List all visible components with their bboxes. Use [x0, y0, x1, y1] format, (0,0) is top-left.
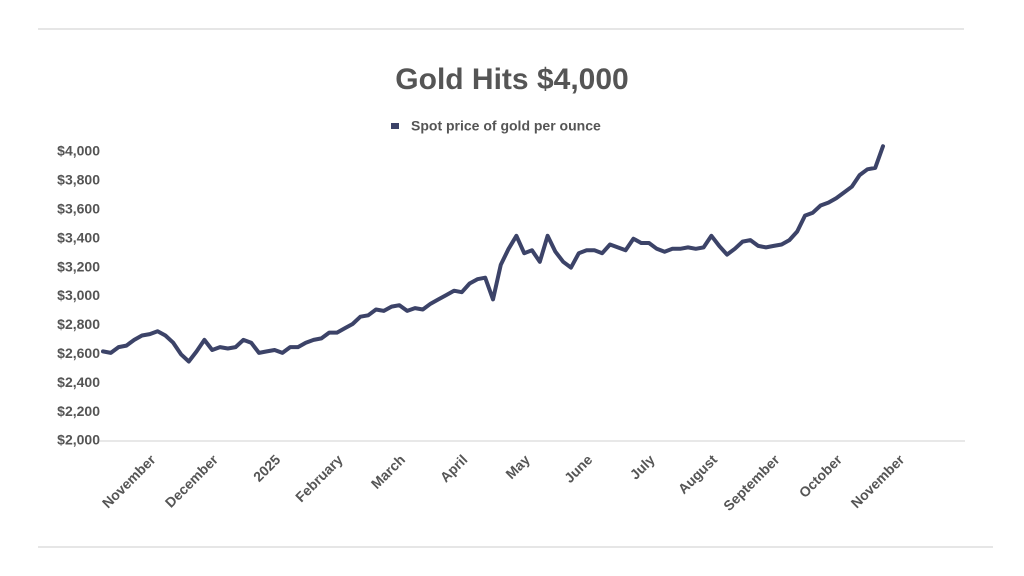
legend-label: Spot price of gold per ounce: [411, 118, 601, 134]
x-tick-label: March: [368, 451, 408, 491]
y-tick-label: $3,200: [57, 258, 100, 274]
y-tick-label: $3,400: [57, 229, 100, 245]
x-tick-label: July: [627, 451, 658, 482]
y-tick-label: $3,800: [57, 172, 100, 188]
x-tick-label: May: [502, 451, 533, 482]
x-tick-label: February: [292, 451, 346, 505]
x-tick-label: August: [675, 451, 721, 497]
x-tick-label: June: [561, 451, 596, 486]
x-tick-label: October: [796, 451, 846, 501]
x-tick-label: September: [720, 451, 783, 514]
y-tick-label: $3,600: [57, 201, 100, 217]
y-tick-label: $4,000: [57, 143, 100, 159]
y-tick-label: $2,200: [57, 403, 100, 419]
x-tick-label: November: [848, 451, 908, 511]
y-tick-label: $2,400: [57, 374, 100, 390]
x-tick-label: April: [437, 451, 471, 485]
x-tick-label: December: [162, 451, 222, 511]
y-tick-label: $2,800: [57, 316, 100, 332]
x-tick-label: November: [99, 451, 159, 511]
legend-swatch: [391, 123, 399, 129]
y-tick-label: $3,000: [57, 287, 100, 303]
y-tick-label: $2,600: [57, 345, 100, 361]
chart-title: Gold Hits $4,000: [395, 63, 628, 96]
price-line: [101, 144, 885, 364]
y-tick-label: $2,000: [57, 432, 100, 448]
x-tick-label: 2025: [250, 451, 283, 484]
